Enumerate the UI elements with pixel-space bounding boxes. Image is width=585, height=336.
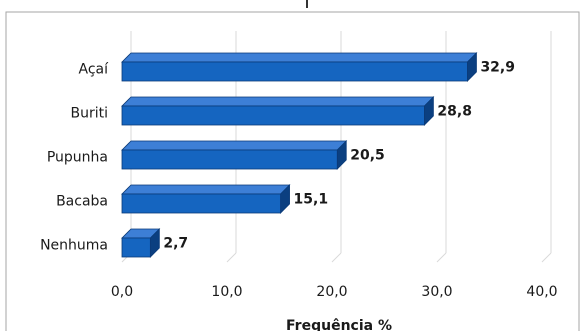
bar	[121, 96, 435, 126]
bar-front-face	[121, 237, 151, 258]
bar-front-face	[121, 105, 425, 126]
x-tick-label: 20,0	[316, 284, 347, 300]
category-label: Buriti	[70, 106, 108, 122]
value-label: 28,8	[437, 104, 472, 120]
x-tick-label: 10,0	[211, 284, 242, 300]
bar-top-face	[121, 52, 478, 63]
bar-front-face	[121, 61, 468, 82]
gridline-foot	[541, 252, 552, 263]
gridline-foot	[226, 252, 237, 263]
bar	[121, 52, 478, 82]
gridline-foot	[331, 252, 342, 263]
gridline-foot	[436, 252, 447, 263]
bar-top-face	[121, 140, 348, 151]
x-tick-label: 0,0	[111, 284, 133, 300]
value-label: 20,5	[350, 148, 385, 164]
x-tick-label: 30,0	[421, 284, 452, 300]
bar	[121, 228, 161, 258]
category-label: Bacaba	[56, 194, 108, 210]
bar	[121, 184, 291, 214]
bar	[121, 140, 348, 170]
value-label: 32,9	[480, 60, 515, 76]
x-tick-label: 40,0	[526, 284, 557, 300]
bar-front-face	[121, 149, 338, 170]
value-label: 2,7	[163, 236, 188, 252]
labels: 0,0 10,0 20,0 30,0 40,0 Açaí 32,9 Buriti 28,8 Pup…	[40, 60, 558, 301]
value-label: 15,1	[294, 192, 329, 208]
x-axis-title: Frequência %	[286, 318, 392, 331]
bar-top-face	[121, 96, 435, 107]
category-label: Açaí	[79, 62, 110, 78]
bar-top-face	[121, 184, 291, 195]
category-label: Pupunha	[47, 150, 108, 166]
bars	[121, 52, 478, 258]
category-label: Nenhuma	[40, 238, 108, 254]
chart-border	[5, 11, 580, 336]
bar-front-face	[121, 193, 281, 214]
